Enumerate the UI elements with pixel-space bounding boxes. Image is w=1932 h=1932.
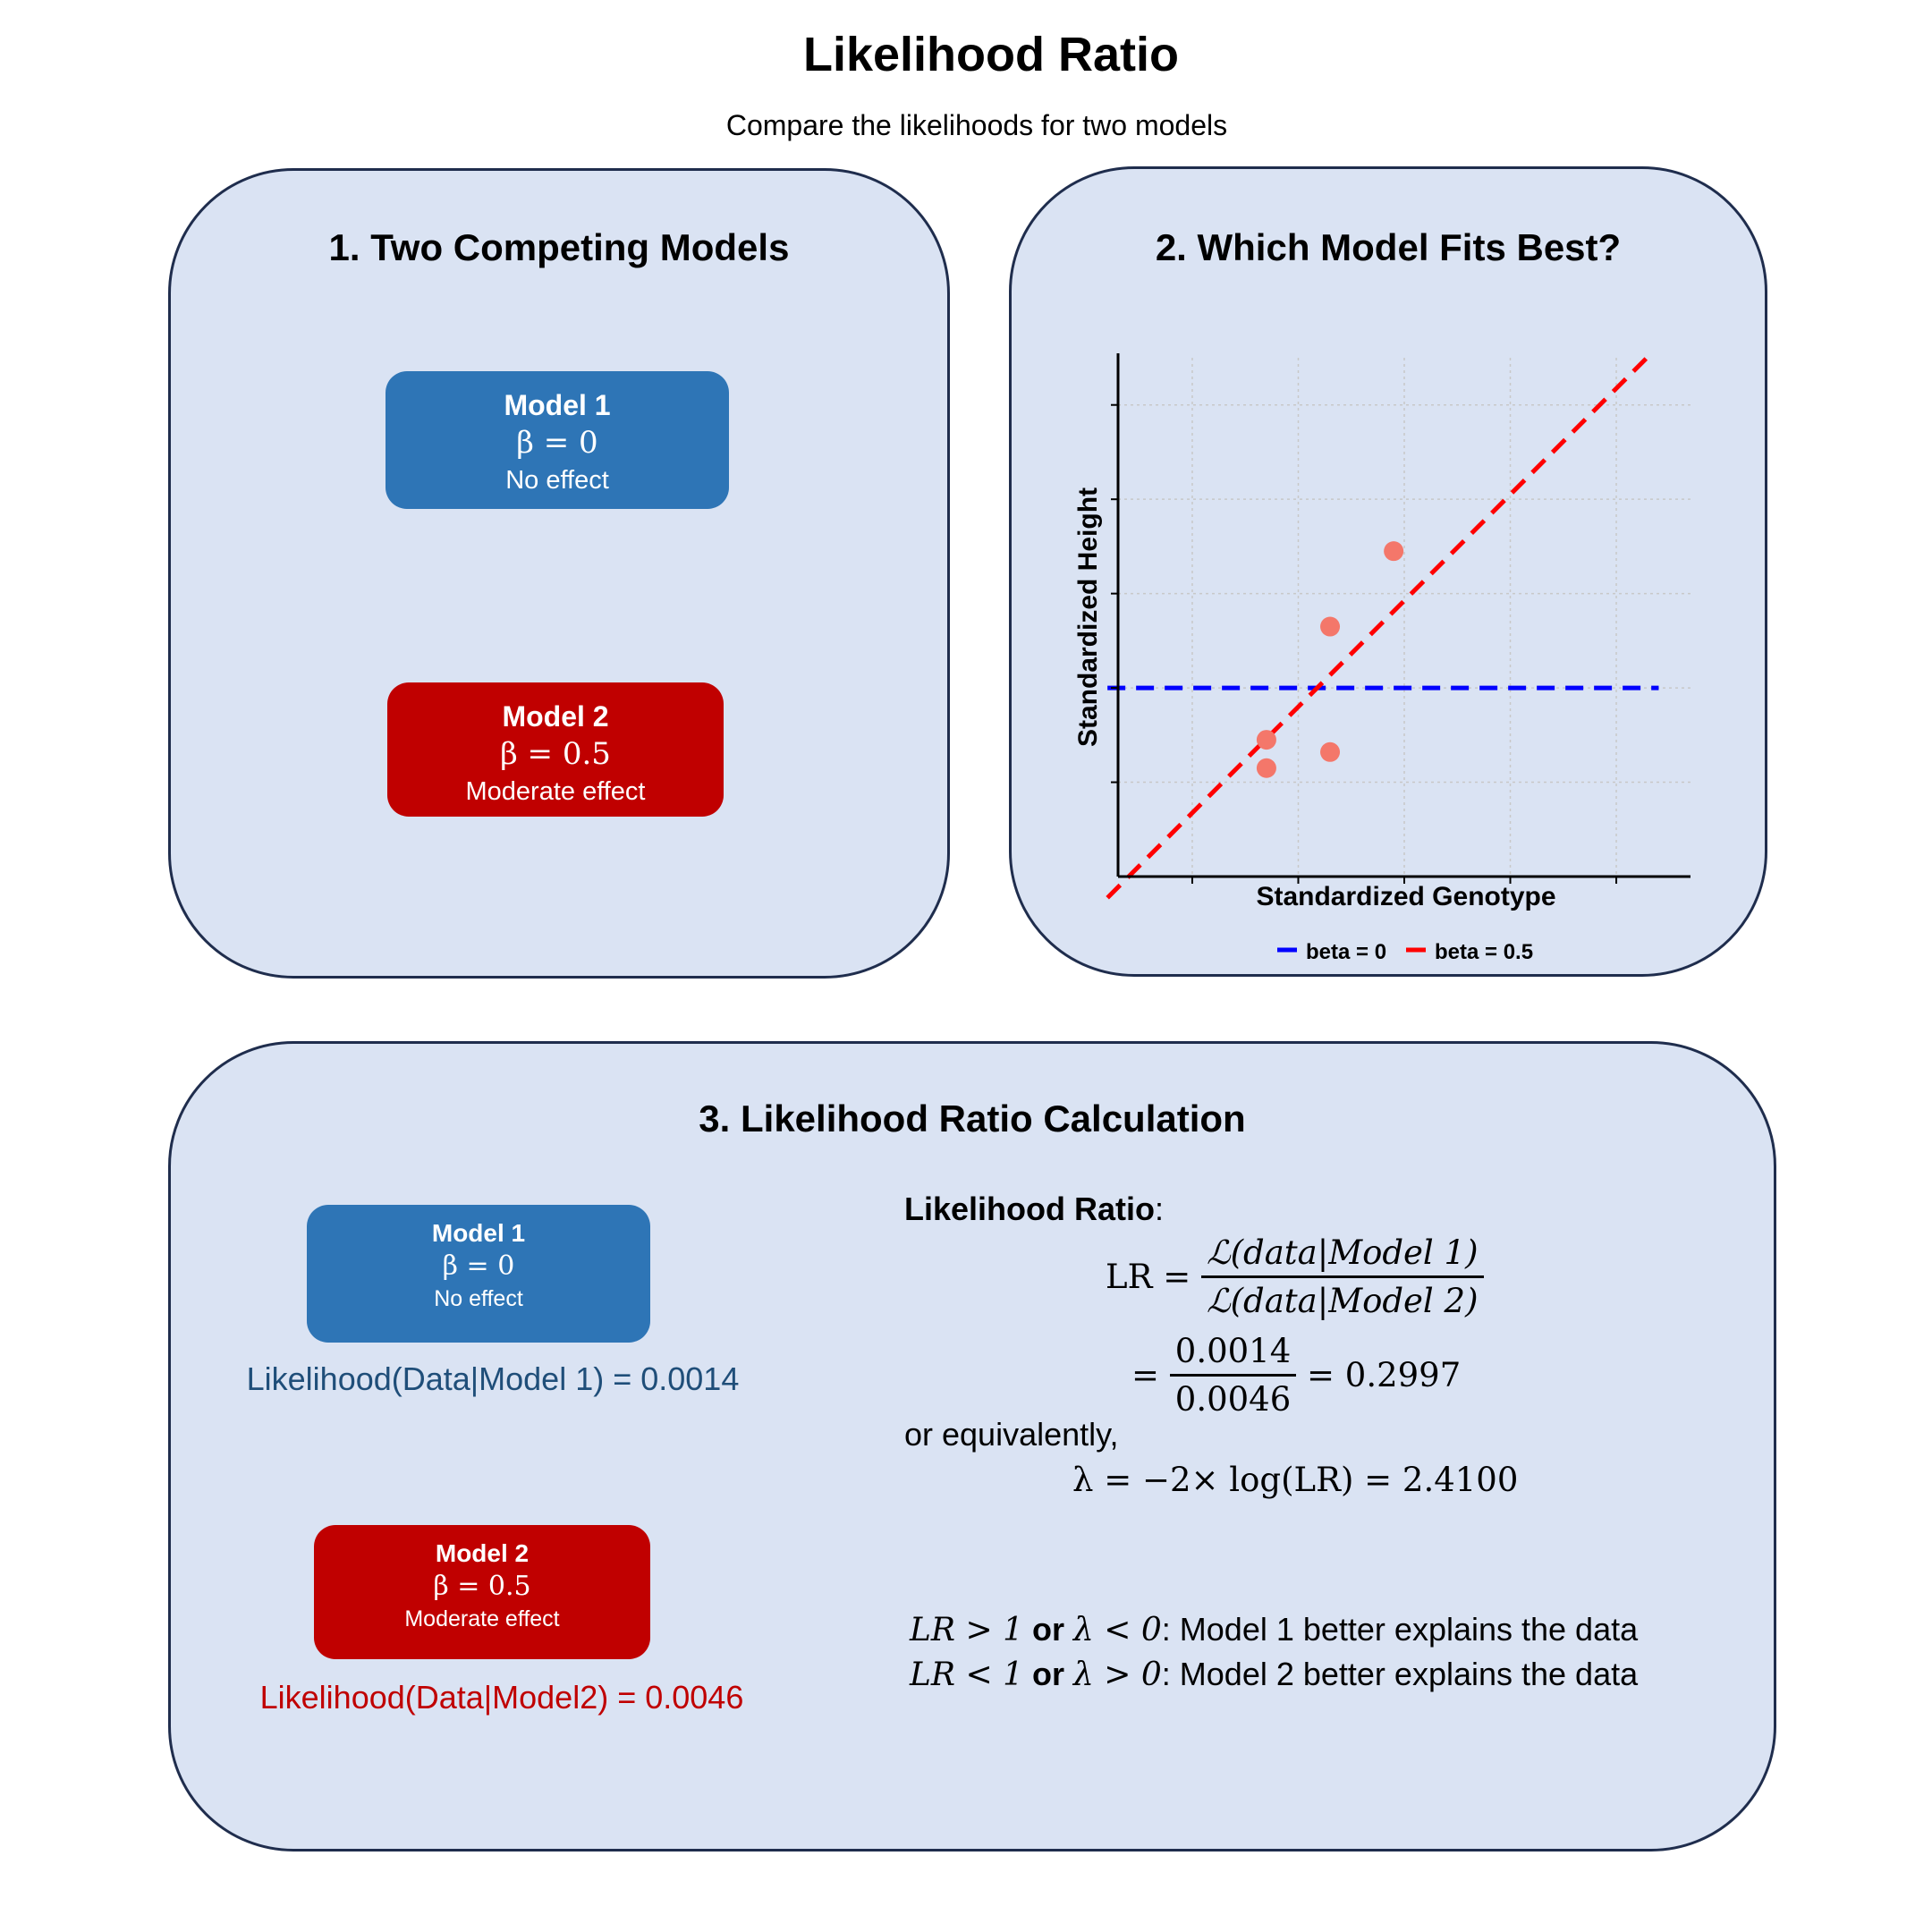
page-subtitle: Compare the likelihoods for two models	[725, 109, 1228, 141]
calc-model2-box: Model 2 β = 0.5 Moderate effect	[314, 1525, 650, 1659]
value-numerator: 0.0014	[1169, 1332, 1297, 1377]
data-point	[1320, 741, 1341, 762]
model-desc: Moderate effect	[465, 777, 646, 806]
panel-title: 1. Two Competing Models	[328, 226, 790, 268]
lr-fraction: ℒ(data|Model 1) ℒ(data|Model 2)	[1200, 1233, 1484, 1320]
panel-competing-models: 1. Two Competing Models Model 1 β = 0 No…	[168, 168, 950, 979]
rule-line-2: LR < 1 or λ > 0: Model 2 better explains…	[910, 1656, 1638, 1693]
model2-likelihood: Likelihood(Data|Model2) = 0.0046	[259, 1679, 744, 1716]
lr-colon: :	[1155, 1191, 1165, 1227]
model-name: Model 1	[504, 389, 611, 421]
data-point	[1320, 616, 1341, 637]
lr-result: = 0.2997	[1307, 1356, 1462, 1394]
value-denominator: 0.0046	[1174, 1380, 1292, 1419]
lr-heading-line: Likelihood Ratio:	[904, 1191, 1164, 1228]
model-name: Model 2	[435, 1539, 530, 1567]
chart-legend: beta = 0 beta = 0.5	[1277, 940, 1533, 964]
model-desc: No effect	[505, 466, 609, 495]
rule-line-1: LR > 1 or λ < 0: Model 1 better explains…	[910, 1611, 1638, 1648]
rule2-or: or	[1031, 1656, 1064, 1692]
model-name: Model 2	[502, 700, 609, 733]
lr-numerator: ℒ(data|Model 1)	[1200, 1233, 1484, 1278]
lr-formula: LR = ℒ(data|Model 1) ℒ(data|Model 2)	[1106, 1233, 1484, 1320]
lr-heading: Likelihood Ratio	[904, 1191, 1156, 1227]
model-desc: No effect	[434, 1286, 523, 1311]
model-formula: β = 0.5	[433, 1571, 531, 1602]
y-axis-label: Standardized Height	[1073, 487, 1103, 747]
x-axis-label: Standardized Genotype	[1256, 882, 1555, 911]
lr-denominator: ℒ(data|Model 2)	[1206, 1282, 1479, 1320]
model2-box: Model 2 β = 0.5 Moderate effect	[387, 682, 724, 817]
panel-lr-calculation: 3. Likelihood Ratio Calculation Model 1 …	[168, 1041, 1776, 1852]
rule1-math-lr: LR > 1	[910, 1612, 1023, 1648]
panel-model-fit: 2. Which Model Fits Best?	[1009, 166, 1767, 977]
eq-sign: =	[1131, 1356, 1160, 1394]
lr-symbol: LR =	[1106, 1258, 1191, 1296]
fit-line	[1106, 354, 1650, 900]
calc-model1-box: Model 1 β = 0 No effect	[307, 1205, 650, 1343]
lambda-formula: λ = −2× log(LR) = 2.4100	[1072, 1461, 1519, 1499]
equivalently-text: or equivalently,	[904, 1416, 1119, 1453]
chart-axes	[1111, 353, 1690, 884]
rule2-math-lr: LR < 1	[910, 1657, 1023, 1693]
data-point	[1256, 758, 1276, 778]
legend-label: beta = 0	[1306, 940, 1386, 964]
data-points	[1256, 541, 1404, 778]
data-point	[1256, 730, 1276, 750]
rule1-math-lambda: λ < 0	[1073, 1612, 1162, 1648]
panel-title: 3. Likelihood Ratio Calculation	[699, 1097, 1246, 1140]
model-formula: β = 0	[516, 425, 598, 461]
model-name: Model 1	[431, 1219, 526, 1247]
model-desc: Moderate effect	[404, 1606, 560, 1631]
lr-value-formula: = 0.0014 0.0046 = 0.2997	[1131, 1332, 1461, 1419]
rule2-math-lambda: λ > 0	[1073, 1657, 1162, 1693]
panel-title: 2. Which Model Fits Best?	[1155, 226, 1622, 268]
model-fit-chart: Standardized Genotype Standardized Heigh…	[1073, 353, 1690, 964]
chart-grid	[1118, 358, 1690, 877]
data-point	[1384, 541, 1404, 562]
model1-likelihood: Likelihood(Data|Model 1) = 0.0014	[246, 1360, 740, 1397]
rule1-or: or	[1031, 1611, 1064, 1648]
legend-label: beta = 0.5	[1435, 940, 1533, 964]
model1-box: Model 1 β = 0 No effect	[386, 371, 729, 509]
rule1-text: : Model 1 better explains the data	[1161, 1611, 1639, 1648]
page-title: Likelihood Ratio	[802, 28, 1179, 81]
fit-lines	[1106, 354, 1659, 900]
rule2-text: : Model 2 better explains the data	[1161, 1656, 1639, 1692]
value-fraction: 0.0014 0.0046	[1169, 1332, 1297, 1419]
model-formula: β = 0	[442, 1250, 515, 1282]
model-formula: β = 0.5	[500, 736, 611, 772]
